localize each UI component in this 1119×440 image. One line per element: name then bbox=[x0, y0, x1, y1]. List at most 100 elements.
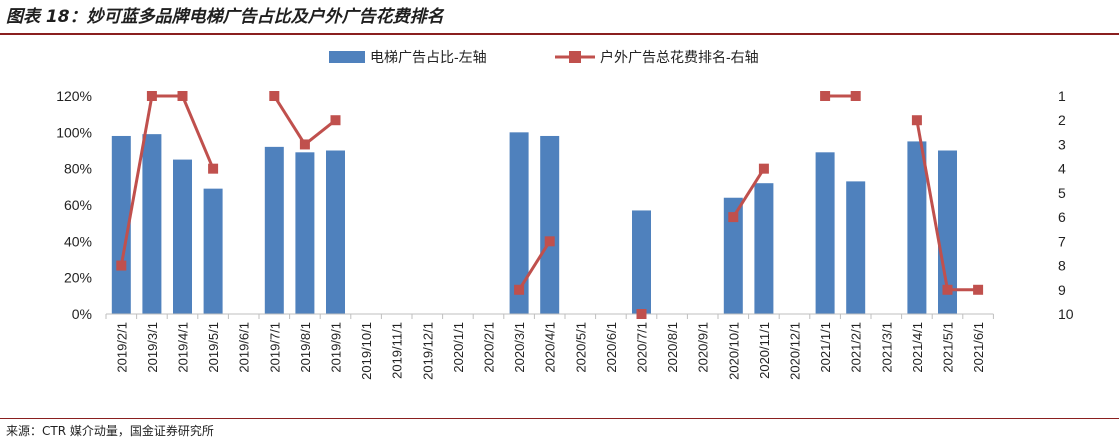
x-tick-label: 2019/12/1 bbox=[420, 322, 435, 380]
x-tick-label: 2020/7/1 bbox=[635, 322, 650, 373]
x-tick-label: 2020/9/1 bbox=[696, 322, 711, 373]
bar bbox=[264, 146, 284, 314]
bar bbox=[632, 210, 651, 314]
bar bbox=[142, 134, 162, 314]
left-tick-label: 40% bbox=[64, 233, 92, 249]
bar bbox=[326, 150, 345, 314]
right-axis-ticks: 1 2 3 4 5 6 7 8 9 10 bbox=[1058, 88, 1074, 322]
x-tick-label: 2021/2/1 bbox=[849, 322, 864, 373]
line-segment bbox=[915, 119, 949, 291]
x-tick-label: 2019/3/1 bbox=[145, 322, 160, 373]
line-segment bbox=[303, 119, 337, 146]
line-segment bbox=[517, 240, 551, 291]
x-tick-label: 2019/2/1 bbox=[114, 322, 129, 373]
line-point bbox=[177, 91, 188, 101]
bar-series bbox=[111, 132, 957, 314]
x-tick-label: 2020/2/1 bbox=[482, 322, 497, 373]
x-tick-label: 2020/10/1 bbox=[726, 322, 741, 380]
x-tick-label: 2020/12/1 bbox=[788, 322, 803, 380]
right-tick-label: 5 bbox=[1058, 185, 1066, 201]
x-tick-label: 2020/3/1 bbox=[512, 322, 527, 373]
legend-line-label: 户外广告总花费排名-右轴 bbox=[600, 49, 759, 65]
footer-rule bbox=[0, 418, 1119, 419]
line-segment bbox=[732, 167, 766, 218]
bar bbox=[754, 183, 774, 314]
x-tick-label: 2020/6/1 bbox=[604, 322, 619, 373]
x-tick-label: 2019/4/1 bbox=[176, 322, 191, 373]
legend-line-marker bbox=[569, 51, 581, 63]
bar bbox=[509, 132, 529, 314]
legend-bar-swatch bbox=[329, 51, 365, 63]
left-tick-label: 100% bbox=[56, 124, 92, 140]
x-tick-label: 2019/9/1 bbox=[329, 322, 344, 373]
bar bbox=[723, 197, 743, 314]
line-point bbox=[911, 115, 922, 126]
x-tick-label: 2021/6/1 bbox=[971, 322, 986, 373]
line-series bbox=[116, 91, 984, 319]
right-tick-label: 6 bbox=[1058, 209, 1066, 225]
right-tick-label: 9 bbox=[1058, 282, 1066, 298]
line-point bbox=[636, 309, 647, 319]
title-rule bbox=[0, 33, 1119, 35]
line-segment bbox=[181, 95, 215, 170]
chart-title: 图表 18：妙可蓝多品牌电梯广告占比及户外广告花费排名 bbox=[6, 7, 444, 27]
x-axis bbox=[105, 313, 994, 319]
x-tick-label: 2021/5/1 bbox=[941, 322, 956, 373]
left-tick-label: 20% bbox=[64, 270, 92, 286]
x-tick-label: 2021/3/1 bbox=[879, 322, 894, 373]
x-tick-label: 2020/8/1 bbox=[665, 322, 680, 373]
bar bbox=[173, 159, 192, 314]
x-tick-label: 2019/6/1 bbox=[237, 322, 252, 373]
right-tick-label: 4 bbox=[1058, 161, 1066, 177]
bar bbox=[846, 181, 866, 314]
x-tick-label: 2021/4/1 bbox=[910, 322, 925, 373]
left-tick-label: 80% bbox=[64, 161, 92, 177]
bar bbox=[938, 150, 957, 314]
line-point bbox=[942, 284, 953, 295]
line-point bbox=[728, 212, 739, 223]
line-point bbox=[544, 236, 555, 247]
line-point bbox=[208, 163, 219, 174]
line-segment bbox=[119, 95, 154, 266]
line-point bbox=[116, 260, 127, 271]
bar bbox=[907, 141, 927, 314]
x-tick-label: 2020/5/1 bbox=[573, 322, 588, 373]
legend-bar-label: 电梯广告占比-左轴 bbox=[370, 49, 487, 65]
left-tick-label: 0% bbox=[72, 306, 92, 322]
right-tick-label: 3 bbox=[1058, 136, 1066, 152]
bar bbox=[203, 188, 223, 314]
line-point bbox=[514, 284, 525, 295]
line-point bbox=[146, 91, 157, 101]
line-point bbox=[330, 115, 341, 126]
x-axis-labels: 2019/2/1 2019/3/1 2019/4/1 2019/5/1 2019/6/1… bbox=[114, 322, 986, 380]
x-tick-label: 2019/11/1 bbox=[390, 322, 405, 379]
left-tick-label: 60% bbox=[64, 197, 92, 213]
left-axis-ticks: 0% 20% 40% 60% 80% 100% 120% bbox=[56, 88, 92, 322]
bar bbox=[815, 152, 835, 314]
line-point bbox=[820, 91, 831, 101]
source-note: 来源：CTR 媒介动量，国金证券研究所 bbox=[6, 424, 214, 438]
bar bbox=[295, 152, 315, 314]
right-tick-label: 8 bbox=[1058, 258, 1066, 274]
line-point bbox=[850, 91, 861, 101]
right-tick-label: 1 bbox=[1058, 88, 1066, 104]
line-point bbox=[299, 139, 310, 150]
line-point bbox=[758, 163, 769, 174]
x-tick-label: 2019/10/1 bbox=[359, 322, 374, 380]
x-tick-label: 2020/11/1 bbox=[757, 322, 772, 379]
legend: 电梯广告占比-左轴 户外广告总花费排名-右轴 bbox=[329, 49, 759, 65]
right-tick-label: 2 bbox=[1058, 112, 1066, 128]
x-tick-label: 2019/5/1 bbox=[206, 322, 221, 373]
x-tick-label: 2020/4/1 bbox=[543, 322, 558, 373]
x-tick-label: 2021/1/1 bbox=[818, 322, 833, 373]
x-tick-label: 2020/1/1 bbox=[451, 322, 466, 373]
right-tick-label: 10 bbox=[1058, 306, 1074, 322]
line-point bbox=[269, 91, 280, 101]
x-tick-label: 2019/7/1 bbox=[267, 322, 282, 373]
x-tick-label: 2019/8/1 bbox=[298, 322, 313, 373]
right-tick-label: 7 bbox=[1058, 233, 1066, 249]
line-segment bbox=[273, 95, 307, 146]
left-tick-label: 120% bbox=[56, 88, 92, 104]
bar bbox=[540, 135, 560, 314]
